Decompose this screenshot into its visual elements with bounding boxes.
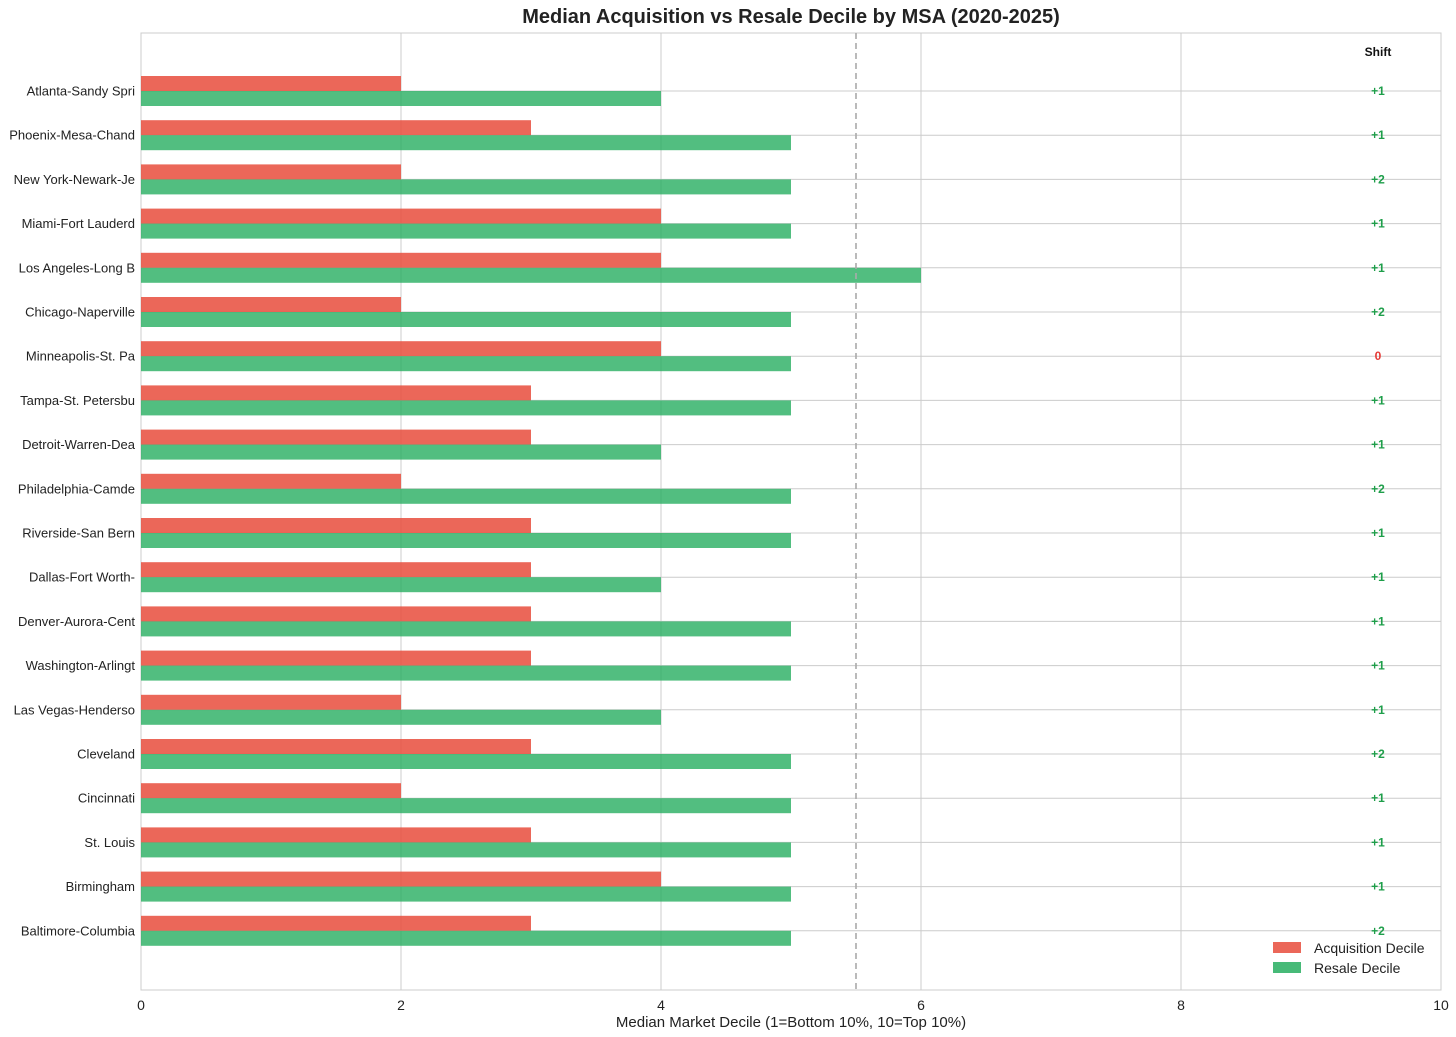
bar-resale bbox=[141, 754, 791, 769]
shift-label: +1 bbox=[1371, 703, 1385, 717]
bar-resale bbox=[141, 886, 791, 902]
y-tick-label: Atlanta-Sandy Spri bbox=[27, 84, 136, 99]
bar-acquisition bbox=[141, 783, 401, 799]
y-tick-label: Philadelphia-Camde bbox=[18, 481, 135, 496]
y-tick-label: Minneapolis-St. Pa bbox=[26, 349, 136, 364]
bar-resale bbox=[141, 798, 791, 814]
shift-label: +2 bbox=[1371, 172, 1385, 186]
bar-resale bbox=[141, 488, 791, 504]
shift-label: +1 bbox=[1371, 880, 1385, 894]
y-tick-label: Baltimore-Columbia bbox=[21, 923, 136, 938]
bar-resale bbox=[141, 179, 791, 195]
shift-label: +1 bbox=[1371, 526, 1385, 540]
shift-label: +1 bbox=[1371, 128, 1385, 142]
y-tick-label: St. Louis bbox=[84, 835, 135, 850]
bar-acquisition bbox=[141, 606, 531, 622]
bar-resale bbox=[141, 709, 661, 725]
legend-swatch bbox=[1273, 962, 1301, 973]
x-tick-label: 2 bbox=[397, 997, 405, 1013]
bar-acquisition bbox=[141, 473, 401, 489]
y-tick-label: Detroit-Warren-Dea bbox=[22, 437, 136, 452]
bar-resale bbox=[141, 842, 791, 858]
y-tick-label: Las Vegas-Henderso bbox=[14, 702, 135, 717]
x-tick-label: 0 bbox=[137, 997, 145, 1013]
bar-acquisition bbox=[141, 341, 661, 357]
y-tick-label: Birmingham bbox=[66, 879, 135, 894]
bar-resale bbox=[141, 533, 791, 548]
bar-resale bbox=[141, 444, 661, 460]
bar-acquisition bbox=[141, 739, 531, 754]
bar-acquisition bbox=[141, 518, 531, 533]
bar-resale bbox=[141, 312, 791, 327]
y-tick-label: Tampa-St. Petersbu bbox=[20, 393, 135, 408]
bar-acquisition bbox=[141, 429, 531, 445]
x-tick-label: 10 bbox=[1433, 997, 1449, 1013]
shift-label: +2 bbox=[1371, 747, 1385, 761]
bar-resale bbox=[141, 223, 791, 239]
bar-acquisition bbox=[141, 76, 401, 91]
shift-label: +1 bbox=[1371, 835, 1385, 849]
shift-label: +2 bbox=[1371, 305, 1385, 319]
shift-label: 0 bbox=[1375, 349, 1382, 363]
shift-header: Shift bbox=[1365, 45, 1392, 59]
x-tick-label: 4 bbox=[657, 997, 665, 1013]
legend: Acquisition Decile Resale Decile bbox=[1273, 940, 1425, 976]
shift-label: +1 bbox=[1371, 791, 1385, 805]
y-tick-label: Dallas-Fort Worth- bbox=[29, 570, 135, 585]
y-tick-labels: Atlanta-Sandy Spri Phoenix-Mesa-Chand New … bbox=[9, 84, 135, 939]
y-tick-label: Cleveland bbox=[77, 747, 135, 762]
bar-resale bbox=[141, 930, 791, 946]
shift-label: +1 bbox=[1371, 438, 1385, 452]
bar-acquisition bbox=[141, 694, 401, 710]
bar-acquisition bbox=[141, 252, 661, 268]
shift-label: +2 bbox=[1371, 482, 1385, 496]
bar-acquisition bbox=[141, 650, 531, 666]
bar-resale bbox=[141, 665, 791, 681]
legend-label: Acquisition Decile bbox=[1314, 940, 1425, 956]
shift-label: +1 bbox=[1371, 614, 1385, 628]
legend-swatch bbox=[1273, 942, 1301, 953]
shift-label: +1 bbox=[1371, 659, 1385, 673]
y-tick-label: Miami-Fort Lauderd bbox=[22, 216, 135, 231]
shift-label: +1 bbox=[1371, 261, 1385, 275]
bar-acquisition bbox=[141, 871, 661, 887]
bar-acquisition bbox=[141, 915, 531, 931]
bar-resale bbox=[141, 356, 791, 372]
x-tick-labels: 0 2 4 6 8 10 bbox=[137, 997, 1449, 1013]
y-tick-label: Los Angeles-Long B bbox=[19, 260, 135, 275]
shift-label: +1 bbox=[1371, 217, 1385, 231]
shift-column: Shift +1 +1 +2 +1 +1 +2 0 +1 +1 +2 +1 +1 +1 +1 +1 +2 +1 +… bbox=[1365, 45, 1392, 938]
chart-title: Median Acquisition vs Resale Decile by M… bbox=[522, 6, 1060, 28]
bar-acquisition bbox=[141, 297, 401, 312]
shift-label: +2 bbox=[1371, 924, 1385, 938]
y-tick-label: Riverside-San Bern bbox=[22, 526, 135, 541]
x-tick-label: 8 bbox=[1177, 997, 1185, 1013]
bar-acquisition bbox=[141, 562, 531, 578]
y-tick-label: Washington-Arlingt bbox=[26, 658, 136, 673]
x-tick-label: 6 bbox=[917, 997, 925, 1013]
bar-resale bbox=[141, 91, 661, 106]
shift-label: +1 bbox=[1371, 393, 1385, 407]
shift-label: +1 bbox=[1371, 570, 1385, 584]
bar-acquisition bbox=[141, 164, 401, 180]
shift-label: +1 bbox=[1371, 84, 1385, 98]
bar-acquisition bbox=[141, 208, 661, 224]
bar-resale bbox=[141, 267, 921, 283]
bar-resale bbox=[141, 577, 661, 593]
x-axis-label: Median Market Decile (1=Bottom 10%, 10=T… bbox=[616, 1014, 966, 1031]
bar-acquisition bbox=[141, 827, 531, 843]
bar-resale bbox=[141, 135, 791, 151]
y-tick-label: Cincinnati bbox=[78, 791, 135, 806]
bar-resale bbox=[141, 400, 791, 416]
y-tick-label: Chicago-Naperville bbox=[25, 305, 135, 320]
bar-acquisition bbox=[141, 385, 531, 401]
y-tick-label: Denver-Aurora-Cent bbox=[18, 614, 135, 629]
legend-label: Resale Decile bbox=[1314, 960, 1401, 976]
bar-acquisition bbox=[141, 120, 531, 136]
bars bbox=[141, 76, 921, 946]
y-tick-label: New York-Newark-Je bbox=[14, 172, 135, 187]
bar-resale bbox=[141, 621, 791, 637]
y-tick-label: Phoenix-Mesa-Chand bbox=[9, 128, 135, 143]
